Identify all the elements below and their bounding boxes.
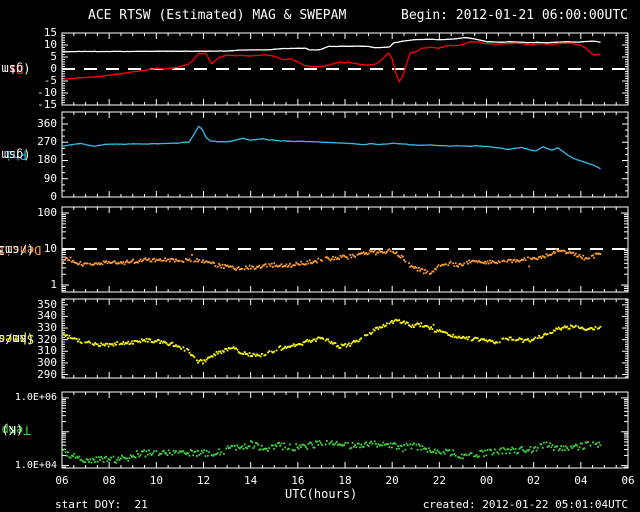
begin-timestamp: Begin: 2012-01-21 06:00:00UTC <box>401 8 628 23</box>
xtick-06: 06 <box>55 474 69 487</box>
ytick-phi-90: 90 <box>43 171 57 185</box>
ytick-density-10: 10 <box>43 242 57 256</box>
panel-mag-bt-bz <box>61 32 629 106</box>
xtick-02: 02 <box>527 474 541 487</box>
panel-density <box>61 207 629 292</box>
ytick-speed-340: 340 <box>37 309 57 323</box>
xtick-08: 08 <box>102 474 116 487</box>
xtick-20: 20 <box>385 474 399 487</box>
ytick-density-1: 1 <box>50 278 57 292</box>
xtick-18: 18 <box>338 474 352 487</box>
xtick-10: 10 <box>149 474 163 487</box>
ytick-speed-320: 320 <box>37 332 57 346</box>
xtick-16: 16 <box>291 474 305 487</box>
ytick-temp-1.0E+04: 1.0E+04 <box>14 459 57 471</box>
ytick-speed-290: 290 <box>37 367 57 381</box>
series-speed <box>63 318 602 365</box>
ytick-mag-bt-bz--5: -5 <box>43 74 57 87</box>
xtick-22: 22 <box>432 474 446 487</box>
series-bz <box>63 40 601 84</box>
panel-phi <box>61 112 629 198</box>
ylabel-part: (/cm3) <box>0 242 35 257</box>
ylabel-part: (gsm) <box>0 147 31 162</box>
created-timestamp: created: 2012-01-22 05:01:04UTC <box>422 498 628 511</box>
ytick-density-100: 100 <box>37 206 57 220</box>
start-doy-label: start DOY: 21 <box>55 498 148 511</box>
series-temp <box>63 439 602 464</box>
xtick-00: 00 <box>479 474 494 487</box>
ytick-phi-180: 180 <box>37 153 57 167</box>
ylabel-part: (K) <box>1 423 31 437</box>
ytick-mag-bt-bz-0: 0 <box>50 62 57 75</box>
ytick-mag-bt-bz-10: 10 <box>43 38 57 51</box>
x-axis-title: UTC(hours) <box>285 487 358 501</box>
xtick-12: 12 <box>196 474 211 487</box>
ytick-mag-bt-bz-5: 5 <box>50 50 57 63</box>
ytick-mag-bt-bz--10: -10 <box>37 86 57 99</box>
ytick-speed-310: 310 <box>37 344 57 358</box>
ylabel-part: (km/s) <box>0 331 35 346</box>
ytick-phi-270: 270 <box>37 135 57 149</box>
xtick-06: 06 <box>621 474 635 487</box>
ytick-mag-bt-bz-15: 15 <box>43 26 57 39</box>
ytick-speed-330: 330 <box>37 321 57 335</box>
ytick-mag-bt-bz--15: -15 <box>37 98 57 111</box>
ytick-temp-1.0E+06: 1.0E+06 <box>14 391 57 403</box>
series-density <box>63 248 602 275</box>
xtick-14: 14 <box>244 474 258 487</box>
ytick-phi-360: 360 <box>37 116 57 130</box>
panel-temp <box>61 392 629 468</box>
series-phi <box>63 125 601 170</box>
series-bt <box>63 37 601 53</box>
ytick-speed-300: 300 <box>37 355 57 369</box>
ytick-phi-0: 0 <box>50 190 57 203</box>
ylabel-part: (gsm) <box>0 62 31 76</box>
plot-title: ACE RTSW (Estimated) MAG & SWEPAM <box>88 8 347 23</box>
panel-speed <box>61 299 629 378</box>
ytick-speed-350: 350 <box>37 297 57 311</box>
xtick-04: 04 <box>574 474 588 487</box>
